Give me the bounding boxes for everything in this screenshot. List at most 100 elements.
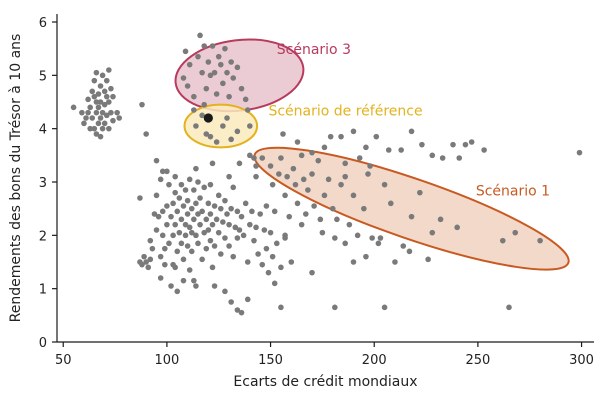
data-point <box>217 61 224 68</box>
data-point <box>215 53 222 60</box>
data-point <box>172 173 178 180</box>
data-point <box>261 227 268 233</box>
data-point <box>576 149 583 156</box>
data-point <box>251 155 257 161</box>
data-point <box>481 147 487 153</box>
data-point <box>201 101 208 108</box>
data-point <box>193 200 199 207</box>
data-point <box>89 88 96 95</box>
data-point <box>350 259 357 265</box>
data-point <box>332 235 338 241</box>
data-point <box>197 221 203 228</box>
x-tick-label: 250 <box>465 353 490 368</box>
data-point <box>334 216 340 223</box>
y-tick-label: 3 <box>39 176 47 191</box>
data-point <box>230 184 237 191</box>
data-point <box>388 200 394 207</box>
axes: 50 100 150 200 250 300 0 1 2 3 4 5 6 <box>39 14 594 368</box>
data-point <box>209 160 216 167</box>
data-point <box>325 176 332 183</box>
data-point <box>377 235 384 241</box>
data-point <box>224 211 230 217</box>
data-point <box>300 176 307 183</box>
data-point <box>81 120 87 127</box>
data-point <box>168 213 174 220</box>
data-point <box>162 261 168 268</box>
data-point <box>294 139 301 145</box>
data-point <box>168 283 174 289</box>
data-point <box>186 224 193 231</box>
data-point <box>417 189 423 196</box>
data-point <box>356 155 363 161</box>
data-point <box>207 72 214 79</box>
data-point <box>182 221 189 228</box>
data-point <box>298 152 305 159</box>
data-point <box>342 160 348 167</box>
data-point <box>385 147 392 153</box>
data-point <box>429 152 436 159</box>
data-point <box>141 253 147 260</box>
y-tick-label: 6 <box>39 16 47 31</box>
data-point <box>147 237 154 244</box>
data-point <box>226 93 232 100</box>
data-point <box>367 163 373 169</box>
data-point <box>342 240 348 247</box>
data-point <box>97 83 104 89</box>
data-point <box>321 144 328 151</box>
scenario-label-3: Scénario 1 <box>476 183 550 199</box>
data-point <box>193 165 199 172</box>
data-point <box>224 69 230 76</box>
data-point <box>454 224 460 231</box>
y-axis-title: Rendements des bons du Trésor à 10 ans <box>8 34 24 323</box>
data-point <box>155 213 162 220</box>
data-point <box>253 173 259 180</box>
data-point <box>103 112 110 119</box>
data-point <box>253 163 259 169</box>
data-point <box>226 243 232 249</box>
data-point <box>151 211 158 217</box>
data-point <box>269 253 276 260</box>
data-point <box>282 192 288 199</box>
data-point <box>184 83 191 89</box>
data-point <box>93 99 100 105</box>
data-point <box>350 192 357 199</box>
data-point <box>191 187 197 193</box>
data-point <box>329 205 336 212</box>
data-point <box>213 139 220 145</box>
data-point <box>255 251 261 257</box>
data-point <box>193 232 199 239</box>
data-point <box>234 235 241 241</box>
data-point <box>317 216 324 223</box>
data-point <box>205 227 212 233</box>
data-point <box>253 224 259 231</box>
data-point <box>193 123 199 129</box>
data-point <box>180 75 187 81</box>
data-point <box>95 104 102 111</box>
data-point <box>176 229 183 236</box>
data-point <box>116 115 123 121</box>
data-point <box>211 69 218 76</box>
data-point <box>361 205 367 212</box>
data-point <box>188 229 195 236</box>
data-point <box>228 136 234 143</box>
data-point <box>267 229 274 236</box>
data-point <box>232 224 239 231</box>
data-point <box>220 80 226 87</box>
data-point <box>182 48 189 55</box>
data-point <box>147 256 154 263</box>
data-point <box>236 227 243 233</box>
x-tick-label: 150 <box>258 353 283 368</box>
data-point <box>408 128 415 135</box>
data-point <box>222 288 228 295</box>
data-point <box>238 309 245 316</box>
data-point <box>381 304 388 311</box>
data-point <box>240 232 247 239</box>
data-point <box>159 168 166 175</box>
data-point <box>106 67 112 73</box>
data-point <box>191 93 197 100</box>
data-point <box>468 139 475 145</box>
data-point <box>201 229 208 236</box>
data-point <box>303 211 309 217</box>
data-point <box>263 245 270 252</box>
